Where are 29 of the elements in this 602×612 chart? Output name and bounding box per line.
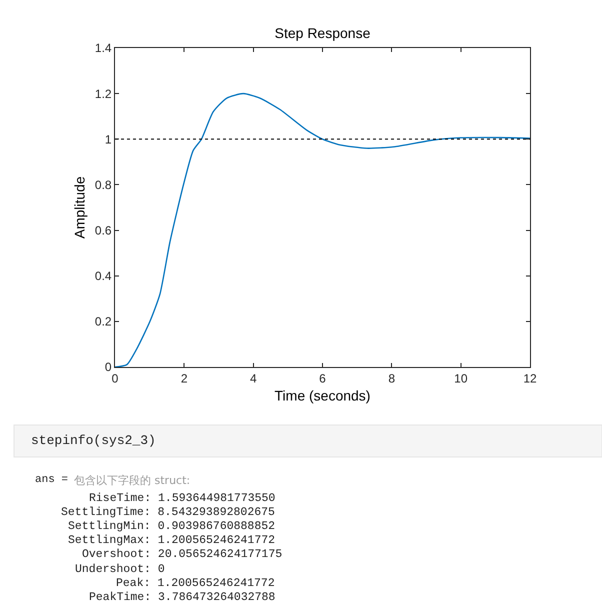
text: stepinfo(sys2_3) <box>31 433 156 448</box>
y-tick-label: 0.6 <box>94 223 112 238</box>
y-tick-label: 1.4 <box>94 41 112 56</box>
chart-title: Step Response <box>274 24 371 41</box>
text: SettlingMin: 0.903986760888852 <box>68 520 276 533</box>
text: Undershoot: 0 <box>75 563 165 576</box>
text: Overshoot: 20.056524624177175 <box>82 548 282 561</box>
text: SettlingTime: 8.543293892802675 <box>61 506 276 519</box>
y-tick-label: 1.2 <box>94 86 112 101</box>
y-axis-title: Amplitude <box>72 176 88 239</box>
text: PeakTime: 3.786473264032788 <box>89 591 276 604</box>
x-axis-title: Time (seconds) <box>274 388 370 404</box>
y-tick-label: 1 <box>104 132 112 146</box>
x-tick-label: 6 <box>319 371 326 386</box>
y-tick-label: 0 <box>104 360 112 374</box>
x-tick-label: 12 <box>523 371 537 386</box>
y-tick-label: 0.4 <box>94 269 112 284</box>
text: SettlingMax: 1.200565246241772 <box>68 534 276 547</box>
text: RiseTime: 1.593644981773550 <box>89 492 276 505</box>
x-tick-label: 8 <box>388 371 396 386</box>
x-tick-label: 10 <box>454 371 468 386</box>
text: 包含以下字段的 struct: <box>74 474 190 487</box>
x-tick-label: 4 <box>250 371 257 386</box>
x-tick-label: 2 <box>180 371 188 386</box>
y-tick-label: 0.8 <box>94 178 112 192</box>
text: Peak: 1.200565246241772 <box>116 577 275 590</box>
y-tick-label: 0.2 <box>94 314 112 329</box>
line-series <box>115 92 530 367</box>
text: ans = <box>35 474 68 486</box>
